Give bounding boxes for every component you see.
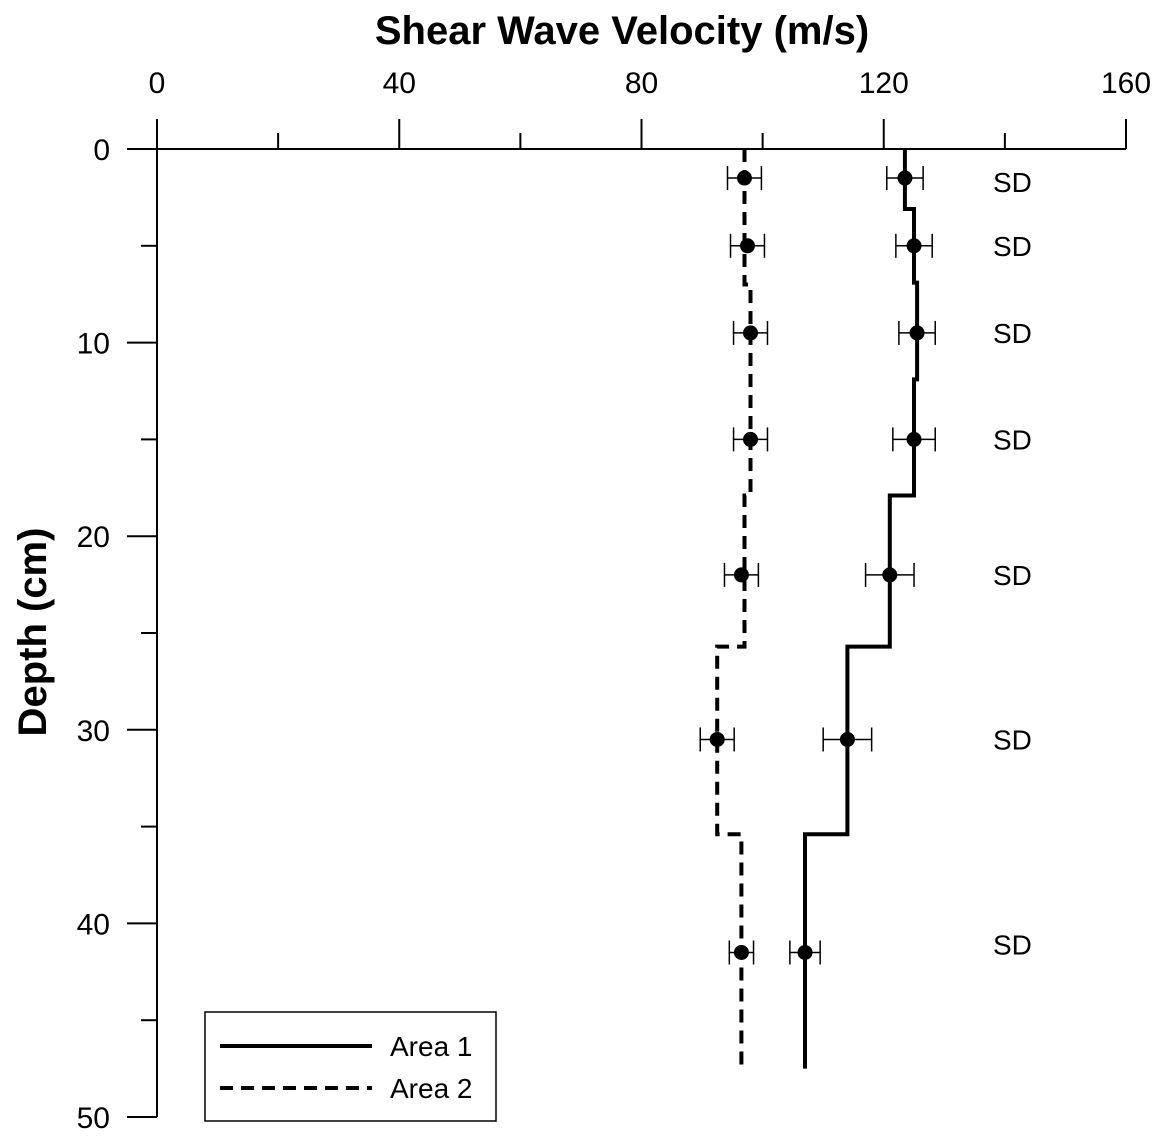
- y-axis-label: Depth (cm): [11, 528, 55, 737]
- y-tick-label: 40: [77, 908, 110, 941]
- data-point: [906, 238, 922, 254]
- legend: Area 1 Area 2: [204, 1011, 497, 1122]
- legend-label: Area 1: [390, 1031, 473, 1062]
- data-point: [709, 731, 725, 747]
- data-point: [839, 731, 855, 747]
- sd-annotation: SD: [993, 318, 1032, 349]
- sd-annotation: SD: [993, 724, 1032, 755]
- data-point: [743, 325, 759, 341]
- y-tick-label: 0: [93, 134, 110, 167]
- axes: 0 40 80 120 160 0 10 20 30 40 50: [77, 67, 1151, 1135]
- series-line: [715, 149, 753, 1069]
- series-area-2: [699, 149, 769, 1069]
- y-tick-label: 30: [77, 715, 110, 748]
- sd-annotation: SD: [993, 231, 1032, 262]
- legend-box: [204, 1011, 497, 1122]
- annotation-layer: SD SD SD SD SD SD SD: [993, 167, 1032, 961]
- y-tick-label: 50: [77, 1102, 110, 1135]
- data-point: [797, 944, 813, 960]
- sd-annotation: SD: [993, 424, 1032, 455]
- data-point: [743, 431, 759, 447]
- legend-label: Area 2: [390, 1073, 473, 1104]
- data-point: [897, 170, 913, 186]
- data-point: [733, 944, 749, 960]
- sd-annotation: SD: [993, 167, 1032, 198]
- x-tick-label: 80: [625, 67, 658, 100]
- x-tick-label: 120: [859, 67, 909, 100]
- data-point: [739, 238, 755, 254]
- series-layer: [699, 149, 936, 1069]
- data-point: [882, 567, 898, 583]
- series-line: [803, 149, 920, 1069]
- data-point: [733, 567, 749, 583]
- data-point: [909, 325, 925, 341]
- y-tick-label: 10: [77, 328, 110, 361]
- x-tick-label: 0: [149, 67, 166, 100]
- x-tick-label: 40: [383, 67, 416, 100]
- data-point: [906, 431, 922, 447]
- x-tick-label: 160: [1101, 67, 1151, 100]
- sd-annotation: SD: [993, 930, 1032, 961]
- data-point: [736, 170, 752, 186]
- sd-annotation: SD: [993, 560, 1032, 591]
- y-tick-label: 20: [77, 521, 110, 554]
- chart-title: Shear Wave Velocity (m/s): [375, 9, 869, 53]
- series-area-1: [789, 149, 936, 1069]
